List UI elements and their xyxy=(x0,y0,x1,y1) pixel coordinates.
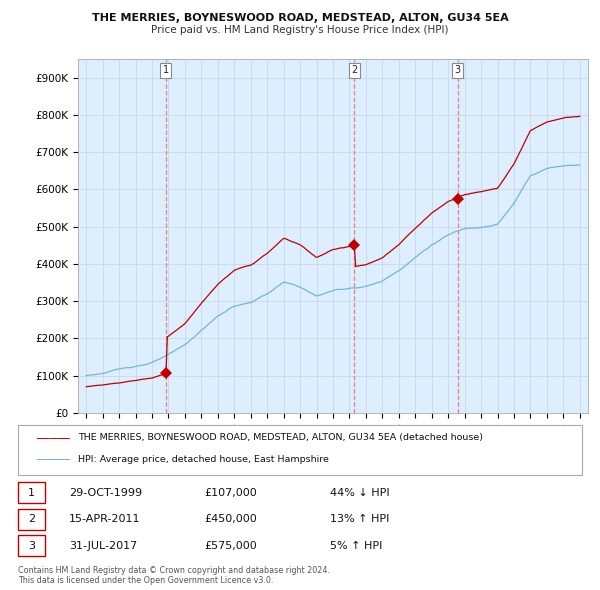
Text: 29-OCT-1999: 29-OCT-1999 xyxy=(69,488,142,497)
Text: 1: 1 xyxy=(163,65,169,75)
Text: HPI: Average price, detached house, East Hampshire: HPI: Average price, detached house, East… xyxy=(78,454,329,464)
Text: £450,000: £450,000 xyxy=(204,514,257,524)
Text: 2: 2 xyxy=(28,514,35,524)
Text: £107,000: £107,000 xyxy=(204,488,257,497)
Text: 3: 3 xyxy=(455,65,461,75)
Text: 31-JUL-2017: 31-JUL-2017 xyxy=(69,541,137,550)
Text: 5% ↑ HPI: 5% ↑ HPI xyxy=(330,541,382,550)
Text: THE MERRIES, BOYNESWOOD ROAD, MEDSTEAD, ALTON, GU34 5EA (detached house): THE MERRIES, BOYNESWOOD ROAD, MEDSTEAD, … xyxy=(78,433,483,442)
Text: 3: 3 xyxy=(28,541,35,550)
Text: 2: 2 xyxy=(351,65,358,75)
Text: 44% ↓ HPI: 44% ↓ HPI xyxy=(330,488,389,497)
Text: Price paid vs. HM Land Registry's House Price Index (HPI): Price paid vs. HM Land Registry's House … xyxy=(151,25,449,35)
Text: ─────: ───── xyxy=(36,433,70,442)
Text: 13% ↑ HPI: 13% ↑ HPI xyxy=(330,514,389,524)
Text: 1: 1 xyxy=(28,488,35,497)
Text: ─────: ───── xyxy=(36,454,70,464)
Text: 15-APR-2011: 15-APR-2011 xyxy=(69,514,140,524)
Text: Contains HM Land Registry data © Crown copyright and database right 2024.
This d: Contains HM Land Registry data © Crown c… xyxy=(18,566,330,585)
Text: THE MERRIES, BOYNESWOOD ROAD, MEDSTEAD, ALTON, GU34 5EA: THE MERRIES, BOYNESWOOD ROAD, MEDSTEAD, … xyxy=(92,13,508,23)
Text: £575,000: £575,000 xyxy=(204,541,257,550)
